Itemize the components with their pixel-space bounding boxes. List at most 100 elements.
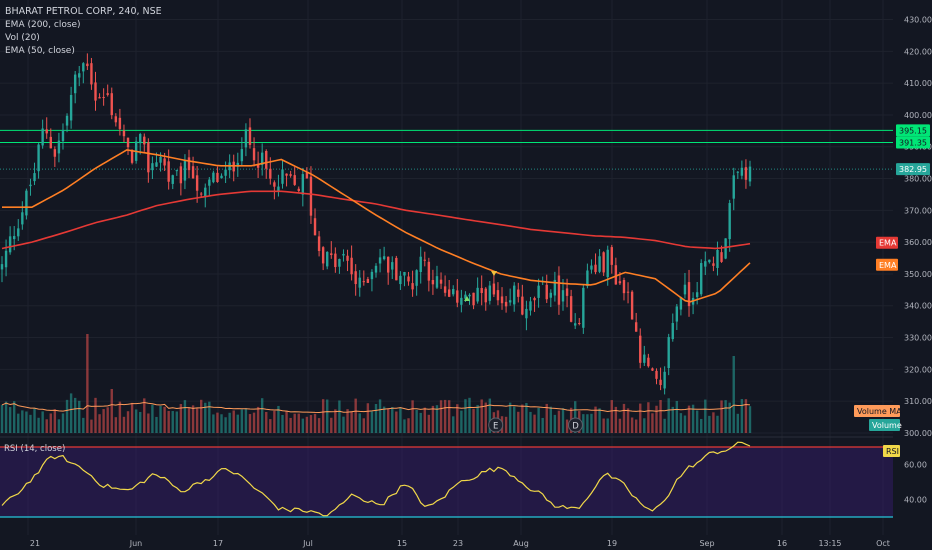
time-tick-label[interactable]: 17: [213, 539, 223, 548]
volume-bar: [277, 405, 280, 433]
rsi-tick-label[interactable]: 40.00: [904, 496, 927, 505]
price-tick-label[interactable]: 360.00: [904, 238, 932, 247]
candle-body: [370, 271, 374, 280]
price-tick-label[interactable]: 310.00: [904, 397, 932, 406]
volume-bar: [216, 412, 219, 433]
candle-body: [468, 294, 471, 297]
candle-body: [191, 166, 195, 179]
volume-bar: [740, 399, 744, 433]
candle-body: [260, 152, 264, 165]
candle-body: [537, 285, 540, 298]
candle-body: [285, 173, 288, 176]
volume-bar: [33, 408, 36, 433]
time-tick-label[interactable]: 21: [30, 539, 40, 548]
price-tick-label[interactable]: 430.00: [904, 16, 932, 25]
candle-body: [187, 157, 191, 171]
time-tick-label[interactable]: 16: [777, 539, 787, 548]
ema200-legend[interactable]: EMA (200, close): [5, 20, 81, 30]
price-tick-label[interactable]: 350.00: [904, 270, 932, 279]
candle-body: [634, 322, 638, 332]
candle-body: [695, 292, 699, 298]
time-tick-label[interactable]: Sep: [699, 539, 714, 548]
volume-bar: [0, 404, 4, 433]
candle-body: [94, 82, 97, 101]
volume-bar: [212, 414, 215, 433]
candle-body: [49, 136, 52, 149]
time-tick-label[interactable]: 23: [453, 539, 463, 548]
candle-body: [443, 286, 447, 293]
ema200-line: [1, 190, 751, 250]
ema50-legend[interactable]: EMA (50, close): [5, 46, 75, 56]
resistance-badge-1: 395.15: [896, 124, 930, 137]
price-tick-label[interactable]: 420.00: [904, 47, 932, 56]
symbol-title[interactable]: BHARAT PETROL CORP, 240, NSE: [5, 6, 162, 17]
volume-bar: [61, 413, 65, 433]
candle-body: [513, 285, 516, 305]
candle-body: [728, 203, 731, 240]
price-tick-label[interactable]: 340.00: [904, 302, 932, 311]
time-tick-label[interactable]: Jul: [302, 539, 313, 548]
time-axis[interactable]: 21 Jun 17 Jul 15 23 Aug 19 Sep 16 13:15 Oct: [0, 535, 932, 550]
rsi-tick-label[interactable]: 60.00: [904, 461, 927, 470]
candle-body: [679, 297, 683, 310]
candle-body: [659, 379, 662, 386]
volume-legend[interactable]: Vol (20): [5, 33, 40, 43]
volume-bar: [183, 400, 187, 433]
volume-bar: [439, 400, 443, 433]
volume-bar: [667, 398, 670, 433]
time-tick-label[interactable]: Aug: [513, 539, 529, 548]
candle-body: [256, 164, 260, 168]
candle-body: [12, 236, 16, 240]
ema50-line: [2, 149, 751, 303]
candle-body: [163, 158, 166, 166]
volume-bar: [204, 402, 207, 433]
time-tick-label[interactable]: Jun: [129, 539, 143, 548]
price-tick-label[interactable]: 370.00: [904, 206, 932, 215]
candle-body: [151, 163, 154, 171]
volume-bar: [700, 418, 703, 433]
volume-bar: [362, 418, 366, 433]
volume-bar: [90, 419, 93, 433]
price-tick-label[interactable]: 330.00: [904, 334, 932, 343]
resistance-badge-2-text: 391.35: [899, 138, 927, 147]
resistance-badge-1-text: 395.15: [899, 126, 927, 135]
time-tick-label[interactable]: Oct: [876, 539, 890, 548]
price-tick-label[interactable]: 380.00: [904, 175, 932, 184]
volume-bar: [122, 416, 126, 433]
volume-bar: [260, 398, 264, 433]
candle-body: [614, 265, 618, 285]
time-tick-label[interactable]: 19: [607, 539, 617, 548]
volume-bar: [590, 413, 593, 433]
volume-bar: [736, 413, 740, 433]
candle-body: [598, 256, 601, 272]
candle-body: [45, 129, 48, 134]
price-tick-label[interactable]: 320.00: [904, 365, 932, 374]
volume-bar: [748, 406, 752, 433]
volume-bar: [529, 411, 532, 433]
candle-body: [252, 148, 256, 161]
time-tick-label[interactable]: 13:15: [818, 539, 841, 548]
volume-bar: [675, 400, 679, 433]
price-tick-label[interactable]: 300.00: [904, 429, 932, 438]
event-marker-d[interactable]: D: [567, 417, 583, 433]
price-tick-label[interactable]: 400.00: [904, 111, 932, 120]
price-tick-label[interactable]: 410.00: [904, 79, 932, 88]
volume-bar: [293, 413, 296, 433]
candle-body: [500, 296, 504, 304]
volume-bar: [659, 400, 662, 433]
volume-bar: [598, 408, 601, 433]
event-marker-e[interactable]: E: [488, 417, 504, 433]
candle-body: [496, 290, 500, 301]
volume-ma-line: [1, 401, 751, 414]
volume-bar: [521, 404, 524, 433]
volume-bar: [163, 406, 166, 433]
candle-body: [248, 127, 252, 145]
rsi-legend[interactable]: RSI (14, close): [4, 444, 65, 454]
time-tick-label[interactable]: 15: [397, 539, 407, 548]
volume-bar: [419, 412, 422, 433]
candle-body: [8, 236, 12, 253]
volume-bars: [0, 334, 752, 433]
candle-body: [130, 150, 134, 163]
